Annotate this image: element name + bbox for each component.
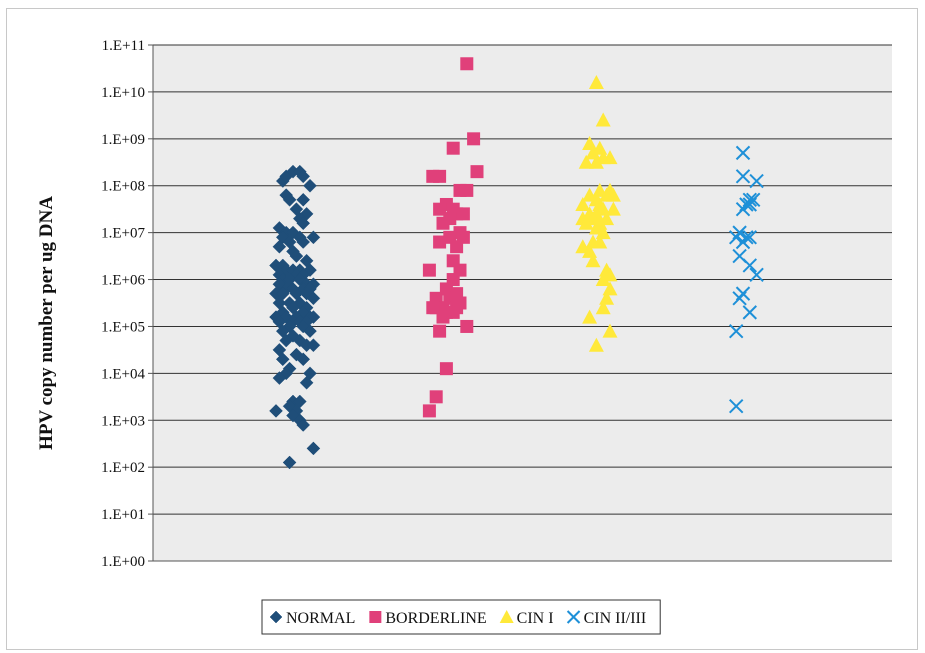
data-point [299,375,314,390]
data-point [306,338,321,353]
data-point [605,201,621,216]
data-point [439,362,453,376]
data-point [296,169,311,184]
data-point [588,154,604,169]
data-point [303,324,317,338]
legend-marker [566,610,581,624]
legend-label: CIN II/III [584,610,647,627]
data-point [436,216,450,230]
data-point [303,178,317,193]
data-point [306,291,321,306]
data-point [456,207,470,221]
data-point [582,309,598,324]
data-point [289,249,304,263]
data-point [605,187,621,202]
grid-lines [153,44,892,562]
data-point [735,201,751,217]
data-point [742,305,758,320]
data-point [585,253,601,268]
data-point [422,263,436,277]
data-point [296,352,311,367]
y-tick-label: 1.E+04 [101,366,145,382]
data-point [735,169,751,184]
y-tick-label: 1.E+02 [101,460,145,476]
data-point [467,132,481,146]
legend-label: CIN I [517,610,554,627]
legend: NORMAL BORDERLINE CIN I CIN II/III [261,599,661,635]
y-tick-label: 1.E+09 [101,132,145,148]
data-point [592,234,608,249]
data-point [742,258,758,273]
data-point [272,371,287,385]
data-point [742,197,758,212]
y-tick-label: 1.E+00 [101,554,145,570]
y-tick-label: 1.E+11 [102,38,145,54]
data-point [436,310,450,324]
data-point [429,390,443,404]
data-point [279,333,294,348]
data-point [742,230,758,245]
data-point [433,324,447,338]
data-point [460,57,474,71]
data-point [296,418,311,432]
legend-marker [369,611,382,623]
data-point [422,404,436,418]
y-tick-label: 1.E+10 [101,85,145,101]
data-point [433,169,447,183]
data-point [450,240,464,254]
data-point [269,404,283,418]
data-point [749,173,764,189]
data-point [728,230,744,245]
data-point [728,323,744,339]
legend-marker [499,610,514,623]
data-point [426,301,440,315]
data-point [296,192,311,207]
data-point [602,150,618,165]
y-axis-title: HPV copy number per ug DNA [36,196,57,450]
data-point [575,196,591,211]
data-point [602,323,618,338]
data-point [595,300,611,315]
data-point [732,291,747,306]
data-point [306,441,321,456]
data-point [749,267,764,283]
data-point [595,112,611,127]
legend-box [261,599,661,635]
data-point [282,192,297,207]
data-point [282,455,297,470]
data-point [296,216,311,231]
legend-marker [269,610,283,624]
data-point [735,234,751,250]
y-tick-label: 1.E+01 [101,507,145,523]
data-point [735,145,751,161]
data-point [728,398,744,414]
data-point [578,154,594,169]
data-point [446,141,460,155]
plot-area [153,45,892,561]
data-point [433,235,447,249]
data-point [588,337,604,352]
y-tick-label: 1.E+03 [101,413,145,429]
data-point [272,239,287,254]
y-tick-label: 1.E+06 [101,273,145,289]
data-point [275,352,290,367]
legend-label: BORDERLINE [385,610,486,627]
data-point [470,165,484,179]
y-axis-ticks: 1.E+00 1.E+01 1.E+02 1.E+03 1.E+04 1.E+05 1.E+… [101,38,153,570]
data-markers [269,57,764,470]
y-tick-label: 1.E+05 [101,319,145,335]
legend-label: NORMAL [286,610,355,627]
data-point [595,272,611,287]
data-point [460,183,474,197]
data-point [460,319,474,333]
data-point [578,215,594,230]
data-point [296,235,311,249]
y-tick-label: 1.E+07 [101,226,145,242]
data-point [306,230,321,245]
data-point [433,202,447,216]
data-point [446,305,460,319]
y-tick-label: 1.E+08 [101,179,145,195]
data-point [588,75,604,90]
